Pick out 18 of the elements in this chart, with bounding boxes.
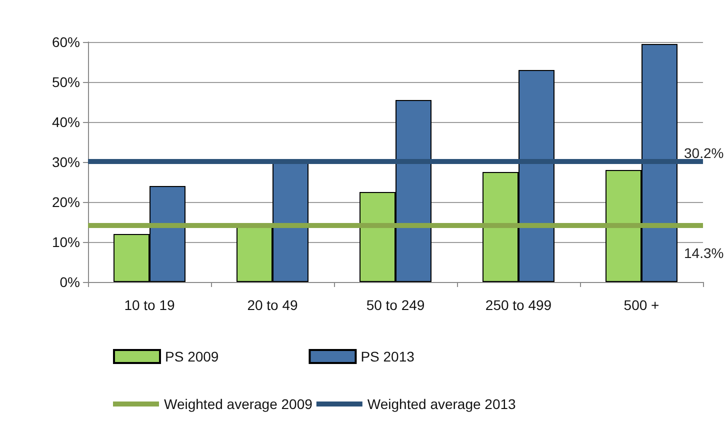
- legend-label: Weighted average 2013: [367, 396, 516, 412]
- y-tick-label: 30%: [52, 154, 80, 170]
- x-tick-label: 20 to 49: [247, 297, 298, 313]
- annotation: 30.2%: [684, 145, 724, 162]
- x-tick-label: 10 to 19: [124, 297, 176, 313]
- x-tick-label: 50 to 249: [366, 297, 425, 313]
- x-tick-label: 250 to 499: [485, 297, 552, 313]
- x-tick-label: 500 +: [624, 297, 660, 313]
- y-tick-label: 0%: [60, 274, 80, 290]
- annotation: 14.3%: [684, 244, 724, 261]
- y-tick-label: 60%: [52, 34, 80, 50]
- y-tick-label: 20%: [52, 194, 80, 210]
- y-tick-label: 50%: [52, 74, 80, 90]
- legend-label: PS 2009: [165, 348, 219, 364]
- y-tick-label: 40%: [52, 114, 80, 130]
- legend-label: Weighted average 2009: [164, 396, 313, 412]
- y-tick-label: 10%: [52, 234, 80, 250]
- legend-label: PS 2013: [360, 348, 415, 364]
